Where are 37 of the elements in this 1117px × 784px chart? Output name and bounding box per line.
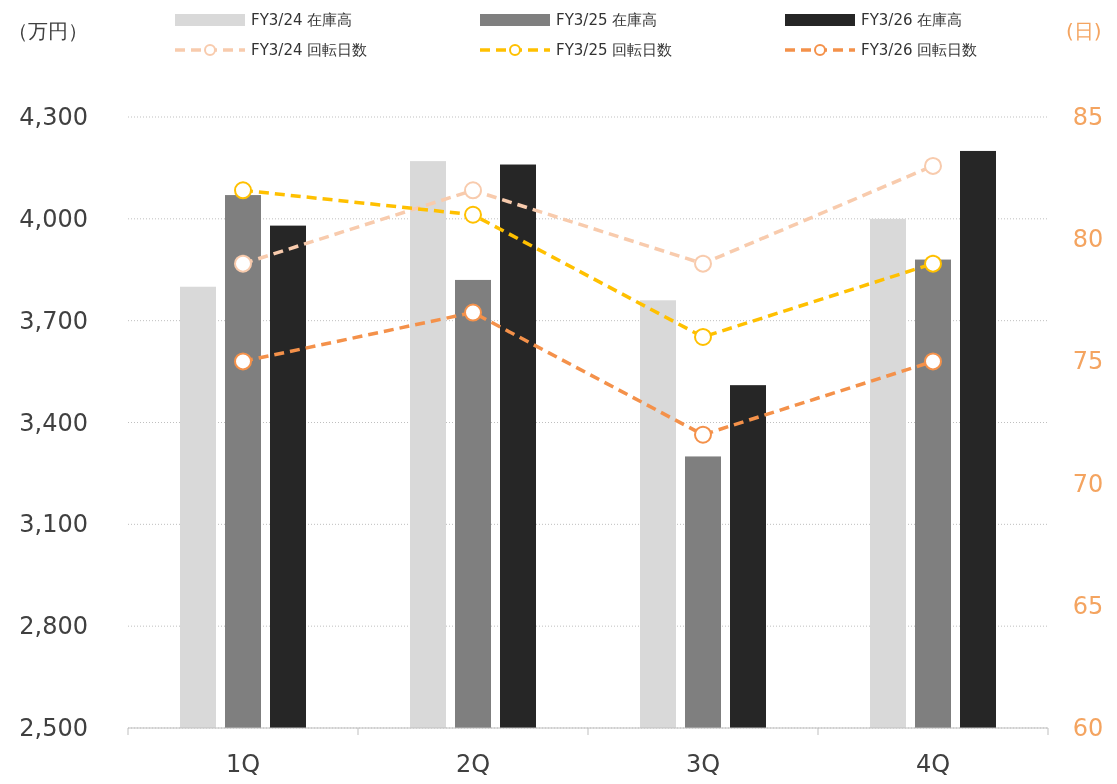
- point: [234, 181, 252, 200]
- y2-axis-title: (日): [1066, 19, 1102, 43]
- point: [924, 254, 942, 273]
- point: [464, 303, 482, 322]
- point: [234, 352, 252, 371]
- point: [234, 254, 252, 273]
- y-tick-label: 3,100: [19, 510, 88, 539]
- legend-label: FY3/24 回転日数: [251, 41, 368, 59]
- y-axis-title: （万円）: [8, 19, 88, 43]
- point: [464, 181, 482, 200]
- y2-tick-label: 65: [1072, 591, 1104, 620]
- y-tick-label: 2,800: [19, 612, 88, 641]
- point: [694, 327, 712, 346]
- y-tick-label: 3,700: [19, 306, 88, 335]
- point: [694, 425, 712, 444]
- x-tick-label: 2Q: [455, 750, 491, 778]
- legend-label: FY3/25 回転日数: [556, 41, 673, 59]
- x-tick-label: 1Q: [225, 750, 261, 778]
- legend-label: FY3/26 在庫高: [861, 11, 963, 29]
- x-tick-label: 3Q: [685, 750, 721, 778]
- y2-tick-label: 85: [1072, 103, 1104, 131]
- y2-tick-label: 80: [1072, 225, 1104, 254]
- x-tick-label: 4Q: [915, 750, 951, 778]
- legend-label: FY3/26 回転日数: [861, 41, 978, 59]
- y-tick-label: 4,000: [19, 204, 88, 233]
- point: [924, 156, 942, 175]
- y2-tick-label: 70: [1072, 469, 1104, 498]
- point: [694, 254, 712, 273]
- point: [464, 205, 482, 224]
- y2-tick-label: 75: [1072, 347, 1104, 376]
- y-tick-label: 4,300: [19, 103, 88, 131]
- point: [924, 352, 942, 371]
- y2-tick-label: 60: [1072, 714, 1104, 742]
- legend-label: FY3/24 在庫高: [251, 11, 353, 29]
- y-tick-label: 3,400: [19, 408, 88, 437]
- y-tick-label: 2,500: [19, 714, 88, 742]
- legend-label: FY3/25 在庫高: [556, 11, 658, 29]
